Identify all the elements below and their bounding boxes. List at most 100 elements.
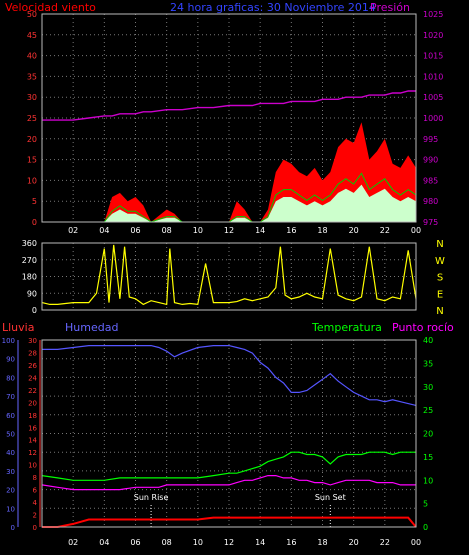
rain-y-tick: 8 [33, 474, 37, 482]
direction-y-tick: 360 [22, 239, 37, 248]
wind-y-tick: 50 [27, 10, 37, 19]
weather-x-tick: 16 [286, 538, 296, 547]
direction-y-tick: 90 [27, 289, 37, 298]
wind-y-tick: 5 [32, 197, 37, 206]
wind-x-tick: 16 [286, 226, 296, 235]
dewpoint-line [41, 475, 416, 491]
weather-x-tick: 22 [380, 538, 390, 547]
rain-y-tick: 4 [33, 499, 38, 507]
annotation-label: Sun Set [315, 493, 346, 502]
rain-humidity-temperature-chart: Sun Rise Sun Set0102030405060708090100024… [2, 336, 434, 547]
pressure-y-tick: 980 [423, 197, 438, 206]
compass-label: E [437, 289, 443, 300]
wind-y-tick: 35 [27, 72, 37, 81]
wind-y-tick: 20 [27, 135, 37, 144]
pressure-y-tick: 1020 [423, 31, 443, 40]
temperature-y-tick: 0 [423, 523, 428, 532]
wind-x-tick: 14 [255, 226, 265, 235]
wind-frame [41, 13, 417, 223]
temperature-y-tick: 5 [423, 500, 428, 509]
wind-gust-area [42, 122, 416, 222]
wind-y-tick: 40 [27, 52, 37, 61]
weather-x-tick: 10 [193, 538, 203, 547]
weather-x-tick: 02 [68, 538, 78, 547]
wind-x-tick: 00 [411, 226, 421, 235]
temperature-y-tick: 10 [423, 476, 433, 485]
wind-avg-area [42, 184, 416, 222]
pressure-y-tick: 990 [423, 156, 438, 165]
rain-y-tick: 22 [28, 387, 37, 395]
rain-label: Lluvia [2, 321, 34, 334]
chart-labels: Velocidad viento 24 hora graficas: 30 No… [2, 1, 454, 334]
humidity-line [42, 345, 417, 406]
wind-x-tick: 04 [99, 226, 109, 235]
main-title: 24 hora graficas: 30 Noviembre 2014 [170, 1, 376, 14]
weather-x-tick: 08 [162, 538, 172, 547]
compass-label: W [435, 256, 445, 267]
compass-label: S [437, 273, 443, 284]
pressure-y-tick: 985 [423, 176, 438, 185]
temperature-y-tick: 20 [423, 430, 433, 439]
temperature-y-tick: 40 [423, 336, 433, 345]
rain-y-tick: 16 [28, 424, 37, 432]
wind-x-tick: 20 [349, 226, 359, 235]
pressure-y-tick: 1010 [423, 72, 443, 81]
pressure-y-tick: 1025 [423, 10, 443, 19]
wind-x-tick: 08 [162, 226, 172, 235]
wind-y-tick: 0 [32, 218, 37, 227]
humidity-y-tick: 10 [6, 505, 15, 513]
weather-x-tick: 12 [224, 538, 234, 547]
pressure-y-tick: 995 [423, 135, 438, 144]
humidity-y-tick: 40 [6, 449, 15, 457]
wind-y-tick: 10 [27, 176, 37, 185]
rain-y-tick: 20 [28, 399, 37, 407]
temperature-y-tick: 25 [423, 406, 433, 415]
pressure-y-tick: 1000 [423, 114, 443, 123]
wind-y-tick: 45 [27, 31, 37, 40]
humidity-y-tick: 0 [11, 524, 15, 532]
wind-x-tick: 02 [68, 226, 78, 235]
humidity-y-tick: 100 [2, 337, 15, 345]
direction-frame [41, 242, 417, 311]
wind-x-tick: 06 [130, 226, 140, 235]
rain-y-tick: 12 [28, 449, 37, 457]
weather-x-tick: 20 [349, 538, 359, 547]
rain-y-tick: 14 [28, 437, 37, 445]
compass-label: N [436, 306, 443, 317]
temperature-label: Temperatura [311, 321, 382, 334]
wind-y-tick: 30 [27, 93, 37, 102]
direction-line [41, 244, 417, 306]
weather-x-tick: 06 [130, 538, 140, 547]
humidity-y-tick: 20 [6, 487, 15, 495]
rain-y-tick: 30 [28, 337, 37, 345]
humidity-y-tick: 70 [6, 393, 15, 401]
pressure-y-tick: 1005 [423, 93, 443, 102]
weather-x-tick: 18 [317, 538, 327, 547]
temperature-y-tick: 35 [423, 359, 433, 368]
weather-x-tick: 00 [411, 538, 421, 547]
rain-line [42, 516, 417, 528]
direction-y-tick: 0 [32, 306, 37, 315]
rain-y-tick: 0 [33, 524, 37, 532]
humidity-y-tick: 80 [6, 374, 15, 382]
rain-y-tick: 6 [33, 487, 38, 495]
wind-x-tick: 10 [193, 226, 203, 235]
rain-y-tick: 18 [28, 412, 37, 420]
pressure-y-tick: 1015 [423, 52, 443, 61]
humidity-y-tick: 60 [6, 412, 15, 420]
rain-y-tick: 10 [28, 462, 37, 470]
direction-y-tick: 270 [22, 256, 37, 265]
wind-pressure-chart: 0510152025303540455097598098599099510001… [27, 10, 444, 235]
pressure-title: Presión [370, 1, 410, 14]
wind-x-tick: 12 [224, 226, 234, 235]
humidity-label: Humedad [65, 321, 118, 334]
wind-y-tick: 15 [27, 156, 37, 165]
wind-y-tick: 25 [27, 114, 37, 123]
compass-label: N [436, 239, 443, 250]
direction-y-tick: 180 [22, 273, 37, 282]
temperature-line [41, 451, 416, 481]
humidity-y-tick: 50 [6, 431, 15, 439]
weather-frame [41, 339, 417, 528]
